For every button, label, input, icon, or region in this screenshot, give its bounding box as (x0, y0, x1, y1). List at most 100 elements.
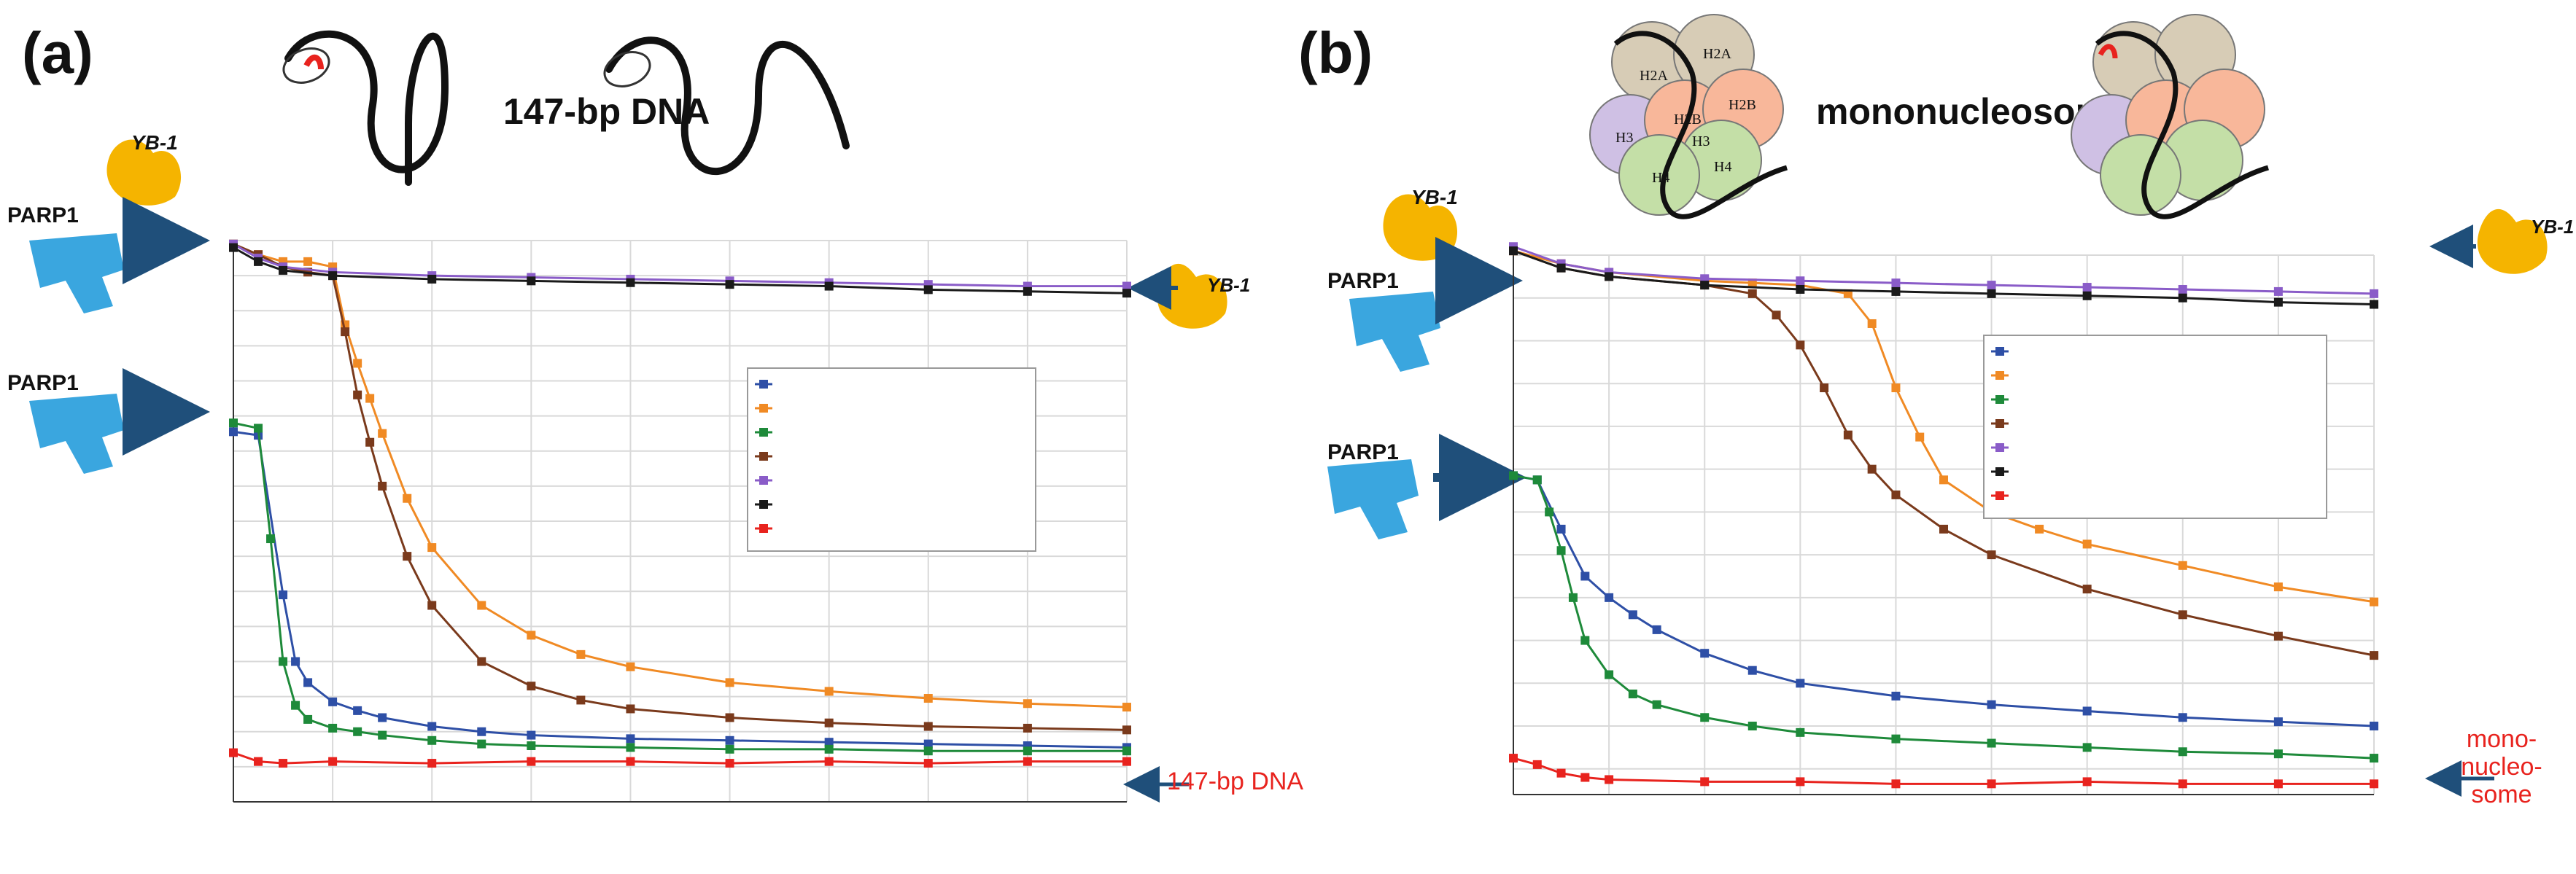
data-point (1556, 524, 1566, 534)
data-point (229, 427, 238, 437)
data-point (725, 678, 734, 687)
data-point (1891, 691, 1901, 701)
data-point (279, 590, 288, 600)
data-point (2273, 717, 2283, 727)
data-point (2178, 610, 2187, 620)
data-point (403, 493, 412, 503)
legend-swatch (759, 500, 768, 509)
data-point (427, 543, 437, 553)
data-point (378, 481, 387, 491)
data-point (725, 280, 734, 289)
parp1-text-b2: PARP1 (1327, 440, 1399, 464)
data-point (1796, 340, 1805, 350)
annotation-label: 147-bp DNA (1167, 768, 1303, 795)
data-point (1987, 289, 1996, 298)
data-point (2370, 651, 2378, 660)
data-point (2178, 779, 2187, 789)
data-point (1568, 593, 1578, 602)
data-point (1867, 464, 1877, 474)
data-point (303, 257, 313, 266)
yb1-icon: YB-1 (2429, 208, 2574, 274)
data-point (1891, 286, 1901, 296)
dna-illustration-a (282, 30, 850, 186)
data-point (626, 662, 635, 671)
data-point (1891, 734, 1901, 744)
chart-a: 147-bp DNA (229, 239, 1303, 803)
data-point (1796, 276, 1805, 286)
data-point (1939, 475, 1948, 485)
data-point (328, 723, 338, 733)
data-point (527, 730, 536, 740)
legend-box (1983, 335, 2327, 519)
series-line (1513, 757, 2374, 785)
data-point (824, 757, 834, 766)
data-point (1532, 760, 1542, 769)
data-point (2273, 286, 2283, 296)
data-point (1545, 507, 1554, 517)
data-point (403, 552, 412, 561)
data-point (527, 757, 536, 766)
data-point (341, 327, 350, 337)
data-point (1580, 636, 1590, 645)
data-point (303, 714, 313, 724)
data-point (328, 697, 338, 706)
annotation-line: nucleo- (2461, 753, 2542, 781)
data-point (2082, 585, 2092, 594)
legend-swatch (759, 524, 768, 533)
data-point (353, 727, 362, 736)
series-line (233, 752, 1127, 765)
data-point (427, 736, 437, 745)
data-point (1747, 289, 1757, 298)
data-point (2082, 283, 2092, 292)
data-point (626, 278, 635, 287)
data-point (477, 727, 486, 736)
nucleosome-illustration-1: H2A H2A H2B H2B H3 H3 H4 H4 (1589, 14, 1788, 219)
data-point (576, 695, 586, 705)
legend-swatch (1995, 443, 2004, 452)
data-point (1023, 757, 1032, 766)
data-point (365, 394, 375, 403)
data-point (229, 418, 238, 428)
data-point (1556, 263, 1566, 273)
data-point (2082, 777, 2092, 787)
data-point (1700, 649, 1710, 658)
data-point (1747, 722, 1757, 731)
legend-swatch (759, 428, 768, 437)
annotation-line: some (2471, 781, 2532, 808)
data-point (2178, 293, 2187, 303)
legend-swatch (759, 404, 768, 413)
data-point (1122, 757, 1131, 766)
data-point (626, 757, 635, 766)
data-point (2178, 747, 2187, 757)
data-point (1605, 593, 1614, 602)
yb1-text-b2: YB-1 (2531, 216, 2574, 238)
dna-label: 147-bp DNA (503, 91, 710, 132)
data-point (1580, 571, 1590, 581)
histone-label: H2B (1729, 97, 1756, 113)
data-point (266, 534, 276, 544)
data-point (2035, 524, 2044, 534)
legend-swatch (1995, 467, 2004, 476)
data-point (1122, 703, 1131, 712)
data-point (328, 757, 338, 766)
data-point (2370, 300, 2378, 309)
legend-swatch (759, 476, 768, 485)
data-point (1605, 775, 1614, 784)
data-point (427, 274, 437, 284)
data-point (279, 657, 288, 666)
series-line (1513, 474, 2375, 727)
parp1-text-a2: PARP1 (7, 371, 79, 395)
data-point (378, 730, 387, 740)
data-point (303, 678, 313, 687)
data-point (1891, 490, 1901, 499)
data-point (1987, 700, 1996, 709)
data-point (923, 722, 933, 731)
data-point (2082, 743, 2092, 752)
parp1-text-a1: PARP1 (7, 203, 79, 227)
data-point (1023, 699, 1032, 709)
series-line (233, 243, 1127, 288)
data-point (1939, 524, 1948, 534)
data-point (1796, 727, 1805, 737)
series-line (233, 421, 1127, 752)
data-point (2178, 561, 2187, 570)
